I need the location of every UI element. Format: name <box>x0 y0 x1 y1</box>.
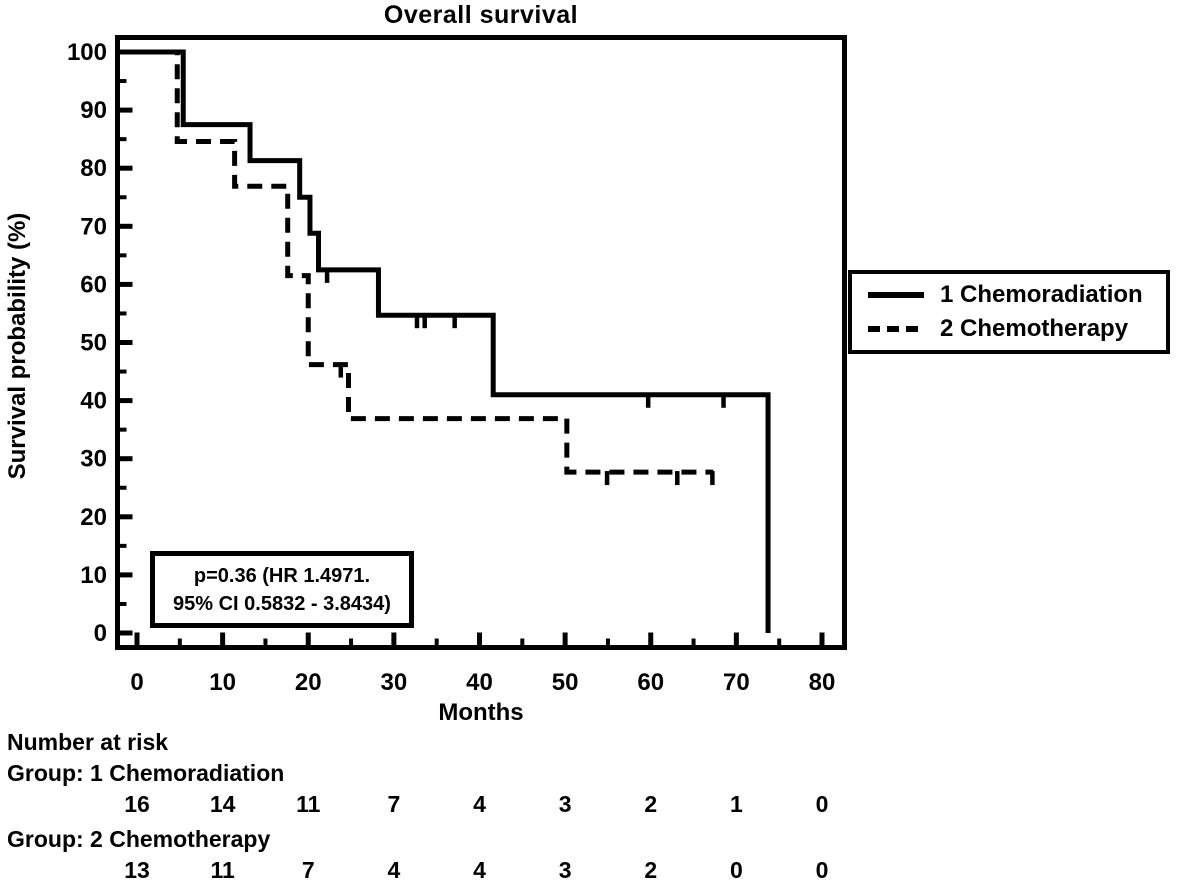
at-risk-count: 0 <box>815 791 829 817</box>
at-risk-count: 7 <box>387 791 401 817</box>
legend-item-chemotherapy: 2 Chemotherapy <box>868 315 1166 343</box>
at-risk-count: 14 <box>209 791 236 817</box>
solid-line-sample-icon <box>868 291 924 298</box>
y-axis-tick-label: 20 <box>80 504 107 531</box>
at-risk-count: 11 <box>210 857 235 883</box>
x-axis-tick-label: 20 <box>295 669 322 696</box>
at-risk-count: 16 <box>124 791 150 817</box>
x-axis-tick-label: 40 <box>466 669 493 696</box>
y-axis-tick-label: 10 <box>80 562 107 589</box>
at-risk-count: 4 <box>387 857 401 883</box>
risk-group-1-counts-row: 16 14 11 7 4 3 2 1 0 <box>0 791 1177 821</box>
dashed-line-sample-icon <box>868 326 924 333</box>
at-risk-count: 0 <box>815 857 829 883</box>
legend-label: 2 Chemotherapy <box>940 315 1129 343</box>
y-axis-tick-label: 70 <box>80 213 107 240</box>
y-axis-tick-label: 30 <box>80 446 107 473</box>
y-axis-tick-label: 90 <box>80 97 107 124</box>
at-risk-count: 2 <box>644 791 658 817</box>
y-axis-tick-label: 60 <box>80 271 107 298</box>
x-axis-tick-label: 10 <box>209 669 236 696</box>
legend-item-chemoradiation: 1 Chemoradiation <box>868 281 1166 309</box>
at-risk-count: 7 <box>301 857 315 883</box>
legend-label: 1 Chemoradiation <box>940 280 1143 308</box>
at-risk-count: 4 <box>473 857 486 883</box>
risk-group-2-label: Group: 2 Chemotherapy <box>7 826 271 852</box>
at-risk-count: 13 <box>124 857 150 883</box>
pvalue-annotation-box: p=0.36 (HR 1.4971. 95% CI 0.5832 - 3.843… <box>150 551 414 628</box>
at-risk-count: 11 <box>296 791 321 817</box>
x-axis-label: Months <box>438 699 524 726</box>
at-risk-count: 4 <box>473 791 486 817</box>
at-risk-count: 1 <box>729 791 743 817</box>
pvalue-line-2: 95% CI 0.5832 - 3.8434) <box>173 592 391 615</box>
x-axis-tick-label: 30 <box>381 669 408 696</box>
y-axis-tick-label: 50 <box>80 330 107 357</box>
pvalue-line-1: p=0.36 (HR 1.4971. <box>193 564 371 587</box>
number-at-risk-heading: Number at risk <box>7 729 169 755</box>
y-axis-tick-label: 80 <box>80 155 107 182</box>
y-axis-tick-label: 0 <box>94 620 107 647</box>
at-risk-count: 3 <box>558 791 572 817</box>
y-axis-tick-label: 40 <box>80 388 107 415</box>
legend-box: 1 Chemoradiation 2 Chemotherapy <box>848 270 1170 354</box>
x-axis-tick-label: 0 <box>130 669 143 696</box>
risk-group-2-counts-row: 13 11 7 4 4 3 2 0 0 <box>0 857 1177 886</box>
at-risk-count: 3 <box>558 857 572 883</box>
at-risk-count: 2 <box>644 857 658 883</box>
x-axis-tick-label: 50 <box>552 669 579 696</box>
figure-title: Overall survival <box>383 1 579 29</box>
survival-curve-solid <box>117 49 771 633</box>
y-axis-tick-label: 100 <box>67 39 107 66</box>
at-risk-count: 0 <box>729 857 743 883</box>
x-axis-tick-label: 70 <box>723 669 750 696</box>
risk-group-1-label: Group: 1 Chemoradiation <box>7 760 285 786</box>
x-axis-tick-label: 60 <box>637 669 664 696</box>
x-axis-tick-label: 80 <box>809 669 836 696</box>
survival-curve-dashed <box>117 49 714 475</box>
